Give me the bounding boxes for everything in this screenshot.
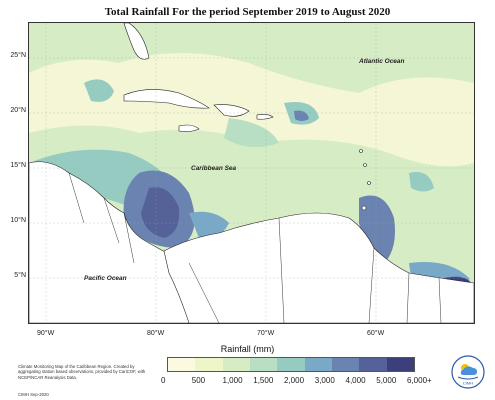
- date-stamp: CIMH Sep-2020: [18, 392, 49, 397]
- legend-label: 1,500: [253, 376, 274, 385]
- legend-title: Rainfall (mm): [220, 344, 275, 354]
- lon-label-90w: 90°W: [37, 330, 55, 337]
- land-masses: [29, 23, 474, 323]
- legend-colorbar: [167, 357, 415, 372]
- caribbean-sea-label: Caribbean Sea: [191, 165, 237, 172]
- legend-swatch: [386, 358, 414, 371]
- rainfall-map-svg: Atlantic Ocean Caribbean Sea Pacific Oce…: [29, 23, 474, 323]
- rainfall-map: Atlantic Ocean Caribbean Sea Pacific Oce…: [28, 22, 475, 324]
- legend-label: 1,000: [222, 376, 243, 385]
- footnote: Climate Monitoring Map of the Caribbean …: [18, 364, 146, 380]
- legend-label: 6,000+: [407, 376, 432, 385]
- legend-swatch: [304, 358, 332, 371]
- legend-label: 500: [191, 376, 206, 385]
- lat-label-15n: 15°N: [10, 162, 26, 169]
- legend-swatch: [222, 358, 250, 371]
- atlantic-ocean-label: Atlantic Ocean: [358, 58, 405, 65]
- legend-swatch: [331, 358, 360, 371]
- legend-swatch: [249, 358, 278, 371]
- legend-label: 5,000: [376, 376, 397, 385]
- legend-label: 2,000: [284, 376, 305, 385]
- lat-label-5n: 5°N: [14, 272, 26, 279]
- map-title: Total Rainfall For the period September …: [104, 6, 391, 18]
- lon-label-70w: 70°W: [257, 330, 275, 337]
- lat-label-25n: 25°N: [10, 52, 26, 59]
- lat-label-20n: 20°N: [10, 107, 26, 114]
- logo-text: CIMH: [463, 381, 473, 386]
- legend-swatch: [168, 358, 196, 371]
- legend-label: 4,000: [345, 376, 366, 385]
- cimh-logo: CIMH: [451, 355, 485, 389]
- legend-label: 0: [161, 376, 166, 385]
- graticule: [29, 23, 474, 323]
- legend-swatch: [359, 358, 387, 371]
- lat-label-10n: 10°N: [10, 217, 26, 224]
- pacific-ocean-label: Pacific Ocean: [84, 275, 127, 282]
- country-borders: [68, 172, 442, 323]
- legend-swatch: [277, 358, 305, 371]
- legend-swatch: [195, 358, 223, 371]
- lon-label-80w: 80°W: [147, 330, 165, 337]
- lon-label-60w: 60°W: [367, 330, 385, 337]
- legend-label: 3,000: [314, 376, 335, 385]
